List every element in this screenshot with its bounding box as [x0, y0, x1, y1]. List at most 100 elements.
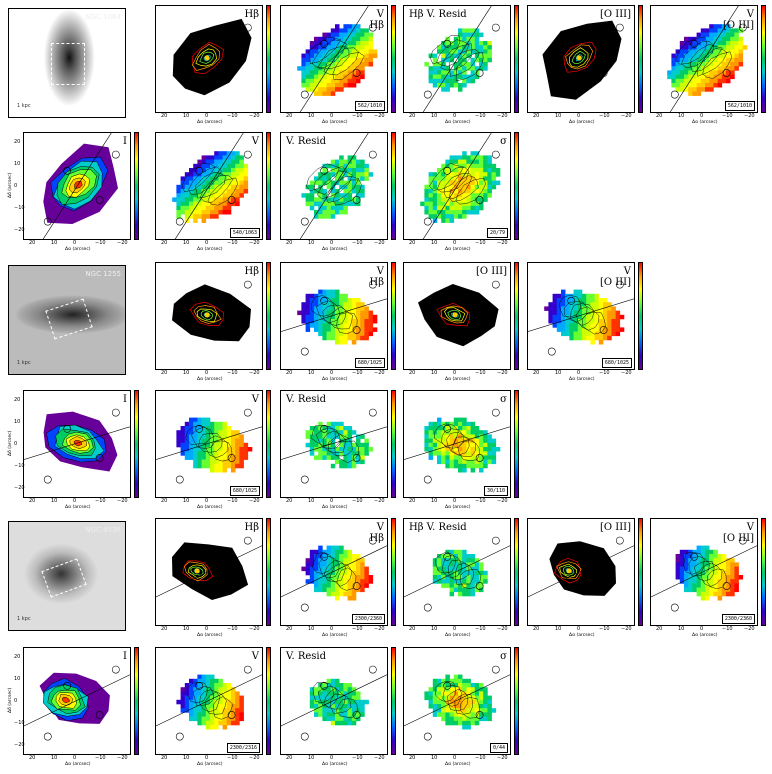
map-pixel: [445, 583, 450, 588]
map-pixel: [343, 83, 348, 88]
map-pixel: [330, 45, 336, 50]
map-pixel: [364, 163, 369, 169]
map-pixel: [214, 678, 219, 684]
map-pixel: [335, 331, 340, 337]
map-pixel: [314, 197, 319, 202]
map-pixel: [314, 699, 319, 705]
map-pixel: [458, 57, 463, 63]
map-pixel: [700, 53, 706, 59]
map-pixel: [205, 683, 211, 688]
map-pixel: [360, 32, 365, 38]
x-tick-label: −10: [95, 755, 106, 761]
map-pixel: [231, 691, 236, 696]
map-pixel: [339, 716, 344, 722]
map-pixel: [189, 421, 194, 427]
map-pixel: [437, 434, 442, 439]
map-pixel: [322, 683, 327, 688]
map-pixel: [339, 184, 344, 190]
map-pixel: [428, 184, 434, 190]
map-pixel: [335, 340, 340, 345]
map-pixel: [453, 442, 459, 448]
map-pixel: [322, 716, 327, 722]
map-pixel: [335, 66, 340, 71]
map-pixel: [343, 591, 348, 597]
map-pixel: [696, 549, 702, 555]
map-pixel: [343, 49, 348, 54]
map-pixel: [189, 687, 194, 692]
map-pixel: [218, 189, 223, 194]
map-pixel: [231, 172, 236, 177]
map-pixel: [335, 168, 340, 173]
map-pixel: [671, 74, 676, 80]
map-pixel: [594, 310, 600, 316]
map-pixel: [231, 720, 236, 726]
x-tick-label: −20: [117, 240, 128, 246]
map-pixel: [721, 32, 727, 38]
flux-contour: [447, 309, 461, 321]
map-pixel: [193, 193, 198, 198]
map-pixel: [449, 579, 455, 584]
map-pixel: [479, 172, 484, 177]
map-contour: [332, 179, 362, 206]
map-pixel: [201, 674, 207, 680]
map-pixel: [330, 691, 336, 696]
map-pixel: [688, 583, 693, 588]
map-pixel: [364, 570, 369, 576]
map-pixel: [700, 587, 706, 593]
data-map: [424, 674, 497, 730]
map-pixel: [458, 62, 463, 67]
map-pixel: [445, 579, 450, 584]
star-marker: [195, 424, 204, 433]
star-marker: [243, 23, 252, 32]
map-pixel: [688, 549, 693, 555]
map-contour: [706, 568, 727, 589]
map-pixel: [441, 201, 446, 207]
x-tick-label: 20: [161, 626, 168, 632]
map-pixel: [692, 53, 697, 59]
map-pixel: [692, 87, 697, 92]
map-pixel: [243, 180, 249, 186]
star-marker: [63, 681, 72, 690]
map-pixel: [205, 184, 211, 190]
map-pixel: [301, 78, 306, 84]
map-pixel: [189, 451, 194, 456]
y-axis-label: Δδ (arcsec): [8, 687, 13, 713]
x-tick-label: 10: [183, 240, 190, 246]
map-pixel: [343, 451, 348, 456]
map-pixel: [226, 459, 232, 465]
map-pixel: [360, 189, 365, 194]
map-pixel: [356, 455, 361, 460]
map-pixel: [347, 575, 353, 580]
map-pixel: [675, 570, 681, 576]
map-pixel: [470, 583, 476, 588]
map-pixel: [432, 66, 438, 71]
map-pixel: [445, 205, 450, 211]
map-pixel: [449, 168, 455, 173]
map-pixel: [351, 463, 357, 469]
map-pixel: [449, 176, 455, 181]
map-pixel: [470, 180, 476, 186]
map-pixel: [326, 716, 332, 722]
map-pixel: [432, 712, 438, 717]
map-pixel: [231, 712, 236, 717]
map-pixel: [368, 323, 374, 328]
map-pixel: [428, 442, 434, 448]
map-pixel: [222, 704, 228, 709]
map-pixel: [474, 455, 480, 460]
map-pixel: [458, 70, 463, 75]
map-pixel: [483, 708, 488, 713]
map-pixel: [462, 70, 467, 75]
map-pixel: [441, 83, 446, 88]
map-pixel: [688, 70, 693, 75]
map-pixel: [356, 570, 361, 576]
map-pixel: [347, 57, 353, 63]
map-pixel: [705, 28, 710, 33]
map-pixel: [717, 24, 723, 29]
map-pixel: [205, 463, 211, 469]
map-pixel: [335, 566, 340, 572]
map-pixel: [309, 62, 315, 67]
map-pixel: [449, 180, 455, 186]
map-pixel: [197, 201, 202, 207]
map-pixel: [432, 205, 438, 211]
map-pixel: [453, 455, 459, 460]
